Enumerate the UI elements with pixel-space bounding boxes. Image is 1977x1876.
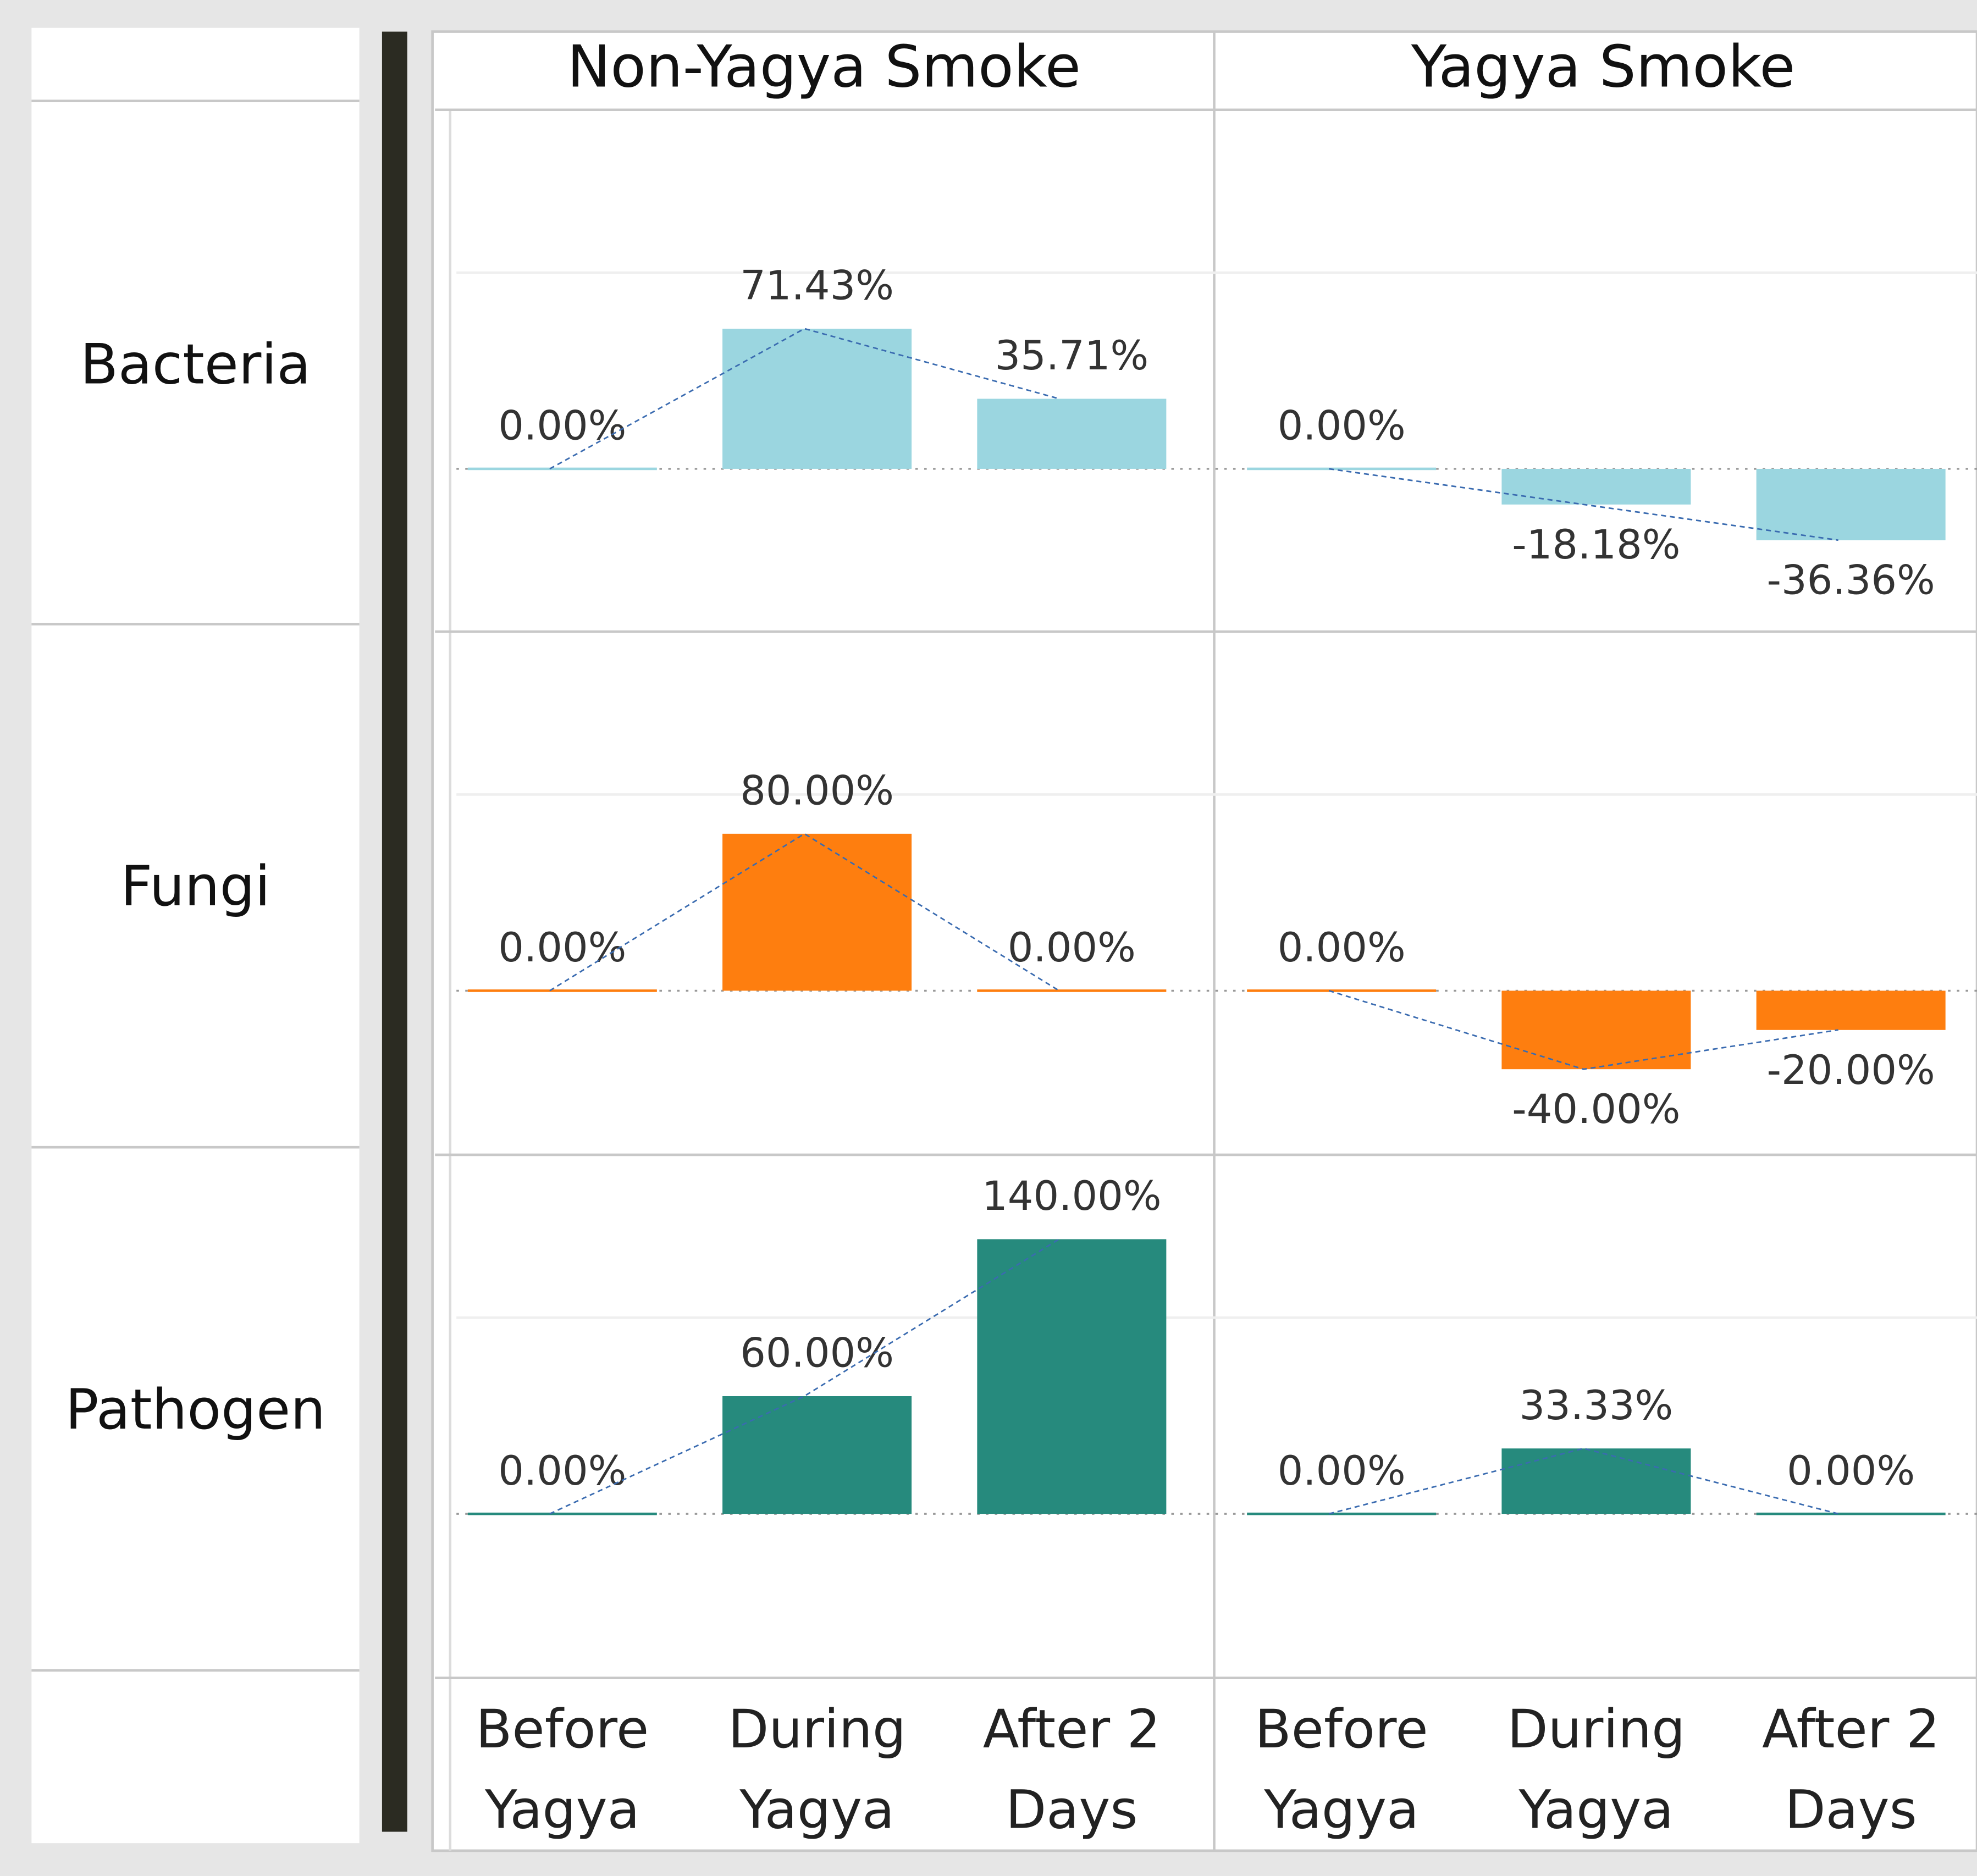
x-tick-label-box: Before Yagya (476, 1698, 649, 1841)
x-tick-label-box: After 2 Days (982, 1698, 1161, 1841)
value-label: -36.36% (1767, 557, 1935, 604)
value-label: 0.00% (498, 403, 626, 450)
bar (1501, 1448, 1691, 1514)
value-label: 0.00% (498, 1448, 626, 1495)
x-tick-label: After 2 Days (1762, 1698, 1940, 1841)
value-label: 0.00% (1787, 1448, 1915, 1495)
column-header: Yagya Smoke (1411, 32, 1796, 100)
value-label: -40.00% (1512, 1086, 1680, 1133)
bar (977, 399, 1167, 469)
bar (722, 328, 912, 469)
bar (977, 1239, 1167, 1514)
main-panel (431, 30, 1977, 1852)
row-header: Pathogen (65, 1377, 325, 1442)
bar (1756, 468, 1946, 540)
value-label: 71.43% (740, 263, 894, 309)
value-label: -20.00% (1767, 1047, 1935, 1094)
x-tick-label: After 2 Days (982, 1698, 1161, 1841)
value-label: -18.18% (1512, 522, 1680, 568)
trend-line (549, 1238, 1060, 1515)
bar (467, 989, 657, 992)
bar (1501, 468, 1691, 505)
bar (1247, 989, 1437, 992)
value-label: 140.00% (982, 1173, 1161, 1220)
x-tick-label: During Yagya (1507, 1698, 1686, 1841)
row-header: Bacteria (80, 332, 311, 397)
value-label: 33.33% (1520, 1382, 1674, 1429)
bar (722, 833, 912, 991)
x-tick-label: Before Yagya (476, 1698, 649, 1841)
trend-line (549, 833, 1060, 992)
row-header-panel (31, 27, 360, 1844)
row-header: Fungi (120, 854, 270, 918)
bar (1247, 467, 1437, 471)
x-tick-label: Before Yagya (1255, 1698, 1428, 1841)
value-label: 80.00% (740, 767, 894, 814)
value-label: 60.00% (740, 1330, 894, 1377)
column-header: Non-Yagya Smoke (567, 32, 1081, 100)
bar (1247, 1512, 1437, 1515)
value-label: 0.00% (1278, 403, 1406, 450)
bar (1756, 1512, 1946, 1515)
trend-line (1329, 468, 1838, 541)
x-tick-label: During Yagya (728, 1698, 906, 1841)
x-tick-label-box: Before Yagya (1255, 1698, 1428, 1841)
bar (1501, 990, 1691, 1070)
x-tick-label-box: During Yagya (1507, 1698, 1686, 1841)
divider-bar (382, 31, 407, 1832)
value-label: 0.00% (1008, 925, 1136, 971)
bar (977, 989, 1167, 992)
x-tick-label-box: After 2 Days (1762, 1698, 1940, 1841)
value-label: 35.71% (995, 333, 1148, 379)
bar (722, 1396, 912, 1514)
bar (1756, 990, 1946, 1030)
value-label: 0.00% (1278, 1448, 1406, 1495)
x-tick-label-box: During Yagya (728, 1698, 906, 1841)
bar (467, 467, 657, 471)
bar (467, 1512, 657, 1515)
trend-line (1328, 990, 1838, 1070)
value-label: 0.00% (498, 925, 626, 971)
value-label: 0.00% (1278, 925, 1406, 971)
